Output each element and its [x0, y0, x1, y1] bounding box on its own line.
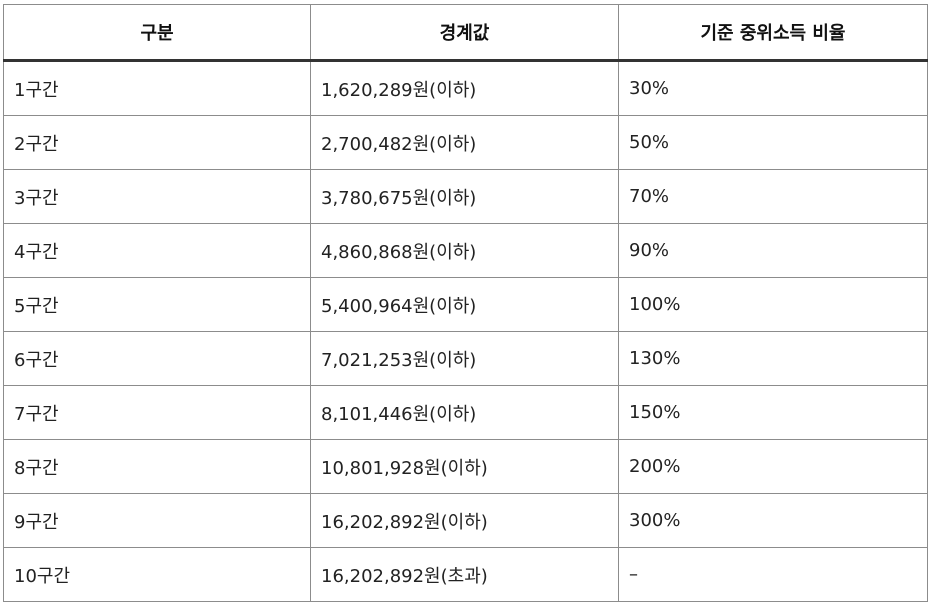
cell-threshold: 16,202,892원(이하): [310, 493, 619, 548]
cell-category: 4구간: [3, 223, 311, 278]
cell-threshold: 5,400,964원(이하): [310, 277, 619, 332]
cell-ratio: 200%: [618, 439, 928, 494]
cell-category: 6구간: [3, 331, 311, 386]
table-row: 10구간 16,202,892원(초과) –: [3, 547, 928, 602]
table-row: 2구간 2,700,482원(이하) 50%: [3, 115, 928, 170]
cell-threshold: 3,780,675원(이하): [310, 169, 619, 224]
cell-category: 3구간: [3, 169, 311, 224]
cell-threshold: 8,101,446원(이하): [310, 385, 619, 440]
income-bracket-table: 구분 경계값 기준 중위소득 비율 1구간 1,620,289원(이하) 30%…: [3, 4, 928, 602]
cell-ratio: 70%: [618, 169, 928, 224]
header-category: 구분: [3, 4, 311, 62]
cell-category: 2구간: [3, 115, 311, 170]
table-row: 6구간 7,021,253원(이하) 130%: [3, 331, 928, 386]
header-median-income-ratio: 기준 중위소득 비율: [618, 4, 928, 62]
cell-ratio: 30%: [618, 60, 928, 116]
cell-threshold: 2,700,482원(이하): [310, 115, 619, 170]
table-body: 1구간 1,620,289원(이하) 30% 2구간 2,700,482원(이하…: [3, 60, 928, 602]
income-bracket-table-container: 구분 경계값 기준 중위소득 비율 1구간 1,620,289원(이하) 30%…: [3, 4, 928, 602]
table-header: 구분 경계값 기준 중위소득 비율: [3, 4, 928, 62]
table-row: 7구간 8,101,446원(이하) 150%: [3, 385, 928, 440]
cell-threshold: 7,021,253원(이하): [310, 331, 619, 386]
table-row: 5구간 5,400,964원(이하) 100%: [3, 277, 928, 332]
cell-category: 9구간: [3, 493, 311, 548]
cell-ratio: 50%: [618, 115, 928, 170]
cell-category: 7구간: [3, 385, 311, 440]
cell-ratio: 300%: [618, 493, 928, 548]
cell-ratio: 100%: [618, 277, 928, 332]
cell-threshold: 10,801,928원(이하): [310, 439, 619, 494]
cell-threshold: 4,860,868원(이하): [310, 223, 619, 278]
cell-ratio: 130%: [618, 331, 928, 386]
cell-category: 8구간: [3, 439, 311, 494]
cell-threshold: 16,202,892원(초과): [310, 547, 619, 602]
cell-category: 5구간: [3, 277, 311, 332]
table-row: 3구간 3,780,675원(이하) 70%: [3, 169, 928, 224]
cell-ratio: 90%: [618, 223, 928, 278]
cell-category: 1구간: [3, 60, 311, 116]
cell-ratio: –: [618, 547, 928, 602]
header-row: 구분 경계값 기준 중위소득 비율: [3, 4, 928, 62]
cell-category: 10구간: [3, 547, 311, 602]
cell-ratio: 150%: [618, 385, 928, 440]
header-threshold: 경계값: [310, 4, 619, 62]
cell-threshold: 1,620,289원(이하): [310, 60, 619, 116]
table-row: 4구간 4,860,868원(이하) 90%: [3, 223, 928, 278]
table-row: 9구간 16,202,892원(이하) 300%: [3, 493, 928, 548]
table-row: 1구간 1,620,289원(이하) 30%: [3, 60, 928, 116]
table-row: 8구간 10,801,928원(이하) 200%: [3, 439, 928, 494]
